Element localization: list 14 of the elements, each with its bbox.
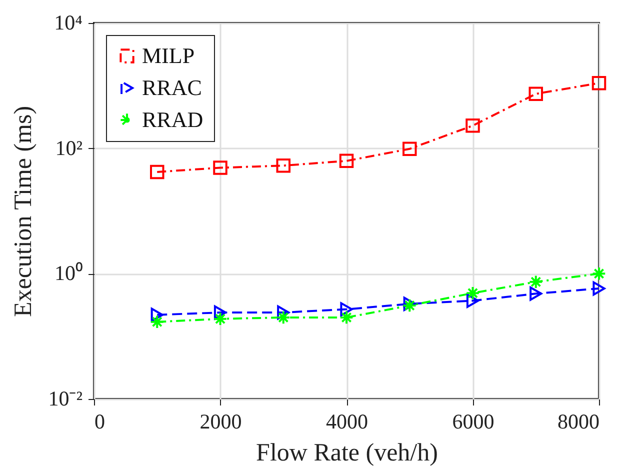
y-tick-label: 10⁰ <box>54 261 82 286</box>
legend-label: MILP <box>142 43 195 68</box>
x-tick-label: 4000 <box>326 410 368 434</box>
x-tick-label: 8000 <box>558 410 600 434</box>
y-tick-label: 10⁻² <box>48 386 82 410</box>
x-tick-label: 2000 <box>200 410 242 434</box>
legend-label: RRAD <box>142 107 204 132</box>
legend-label: RRAC <box>142 75 202 100</box>
x-tick-label: 0 <box>94 410 105 434</box>
y-axis-title: Execution Time (ms) <box>10 106 38 318</box>
y-tick-label: 10² <box>55 136 82 160</box>
x-tick-label: 6000 <box>452 410 494 434</box>
y-tick-label: 10⁴ <box>54 10 82 34</box>
x-axis-title: Flow Rate (veh/h) <box>256 440 438 466</box>
